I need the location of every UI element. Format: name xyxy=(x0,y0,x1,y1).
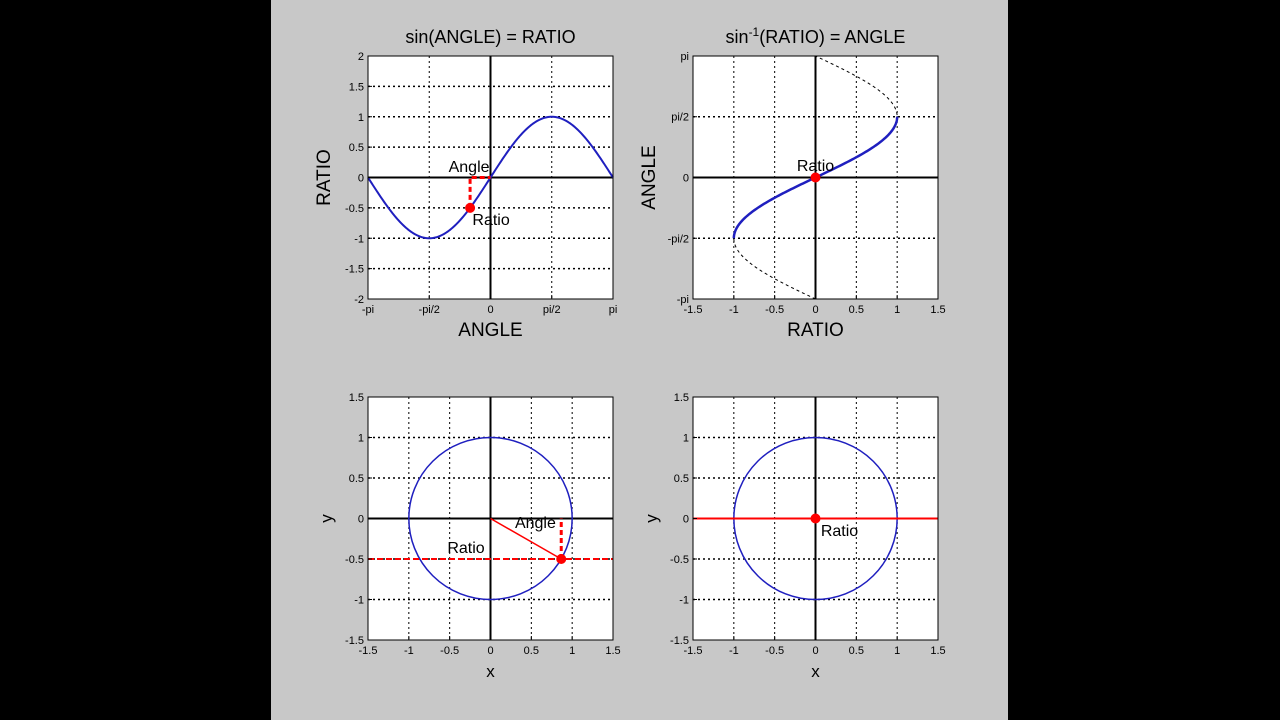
x-tick-label: -1.5 xyxy=(684,645,703,657)
y-axis-label: RATIO xyxy=(314,149,335,206)
subplot-3: Angle Ratio -1.5 -1 -0.5 0 0.5 1 1.5 -1.5 -1 -0.5 0 0… xyxy=(317,392,621,681)
y-axis-label: ANGLE xyxy=(639,145,660,209)
y-tick-label: 0.5 xyxy=(349,473,364,485)
y-tick-label: -1.5 xyxy=(345,635,364,647)
y-tick-label: 0 xyxy=(358,514,364,526)
x-tick-label: 1 xyxy=(894,304,900,316)
y-tick-label: pi/2 xyxy=(671,112,689,124)
x-axis-label: x xyxy=(811,662,820,681)
x-tick-label: -0.5 xyxy=(765,304,784,316)
x-tick-label: 1 xyxy=(569,645,575,657)
x-tick-label: -1 xyxy=(404,645,414,657)
radius-line xyxy=(490,517,562,560)
angle-indicator-dashed xyxy=(468,176,491,208)
y-tick-label: -1 xyxy=(679,595,689,607)
y-tick-label: 0 xyxy=(683,173,689,185)
annotation-angle: Angle xyxy=(515,515,556,532)
x-tick-label: 1 xyxy=(894,645,900,657)
subplot-2: Ratio -1.5 -1 -0.5 0 0.5 1 1.5 -pi -pi/2 0 pi/2 pi RA… xyxy=(639,25,946,341)
x-tick-label: 0.5 xyxy=(849,645,864,657)
y-tick-label: pi xyxy=(680,51,689,63)
x-tick-label: 0.5 xyxy=(524,645,539,657)
y-tick-label: 1.5 xyxy=(674,392,689,404)
x-tick-label: 0 xyxy=(487,645,493,657)
y-tick-label: -pi xyxy=(677,294,689,306)
y-tick-label: 0 xyxy=(683,514,689,526)
annotation-ratio: Ratio xyxy=(797,158,834,175)
annotation-ratio: Ratio xyxy=(821,523,858,540)
x-tick-label: 0 xyxy=(812,645,818,657)
annotation-angle: Angle xyxy=(449,159,490,176)
x-tick-label: 0 xyxy=(812,304,818,316)
x-tick-label: 1.5 xyxy=(605,645,620,657)
x-tick-label: -1.5 xyxy=(684,304,703,316)
annotation-ratio: Ratio xyxy=(472,212,509,229)
y-axis-label: y xyxy=(317,514,336,523)
y-tick-label: 1 xyxy=(683,433,689,445)
y-tick-label: 2 xyxy=(358,51,364,63)
annotation-ratio: Ratio xyxy=(447,540,484,557)
subplot-4: Ratio -1.5 -1 -0.5 0 0.5 1 1.5 -1.5 -1 -0.5 0 0.5 1 1.… xyxy=(642,392,946,681)
x-tick-label: pi xyxy=(609,304,618,316)
x-tick-label: -0.5 xyxy=(440,645,459,657)
x-tick-label: -pi/2 xyxy=(419,304,440,316)
ratio-point-marker xyxy=(556,554,567,564)
x-tick-label: -1 xyxy=(729,304,739,316)
unit-circle xyxy=(408,436,573,601)
x-tick-label: -0.5 xyxy=(765,645,784,657)
y-tick-label: 0.5 xyxy=(349,142,364,154)
y-tick-label: -0.5 xyxy=(345,203,364,215)
x-tick-label: -1 xyxy=(729,645,739,657)
x-tick-label: 1.5 xyxy=(930,645,945,657)
ratio-point-marker xyxy=(465,202,476,213)
x-tick-label: 0 xyxy=(487,304,493,316)
y-tick-label: -1 xyxy=(354,233,364,245)
y-tick-label: 0.5 xyxy=(674,473,689,485)
y-tick-label: -2 xyxy=(354,294,364,306)
y-tick-label: 0 xyxy=(358,173,364,185)
subplot-1: Angle Ratio -pi -pi/2 0 pi/2 pi -2 -1.5 -1 -0.5 0 0.… xyxy=(314,27,617,341)
chart-title: sin(ANGLE) = RATIO xyxy=(405,27,575,47)
y-tick-label: -pi/2 xyxy=(668,233,689,245)
x-tick-label: 0.5 xyxy=(849,304,864,316)
y-tick-label: -1.5 xyxy=(345,264,364,276)
y-axis-label: y xyxy=(642,514,661,523)
x-tick-label: pi/2 xyxy=(543,304,561,316)
y-tick-label: -0.5 xyxy=(345,554,364,566)
x-tick-label: 1.5 xyxy=(930,304,945,316)
ratio-point-marker xyxy=(810,172,821,183)
y-tick-label: 1.5 xyxy=(349,81,364,93)
x-tick-label: -1.5 xyxy=(359,645,378,657)
ratio-point-marker xyxy=(810,513,821,524)
x-axis-label: ANGLE xyxy=(458,320,522,341)
x-tick-label: -pi xyxy=(362,304,374,316)
figure-svg: Angle Ratio -pi -pi/2 0 pi/2 pi -2 -1.5 -1 -0.5 0 0.… xyxy=(314,25,946,681)
x-axis-label: x xyxy=(486,662,495,681)
y-tick-label: -1.5 xyxy=(670,635,689,647)
y-tick-label: 1.5 xyxy=(349,392,364,404)
y-tick-label: -1 xyxy=(354,595,364,607)
figure-panel: Angle Ratio -pi -pi/2 0 pi/2 pi -2 -1.5 -1 -0.5 0 0.… xyxy=(271,0,1008,720)
y-tick-label: -0.5 xyxy=(670,554,689,566)
x-axis-label: RATIO xyxy=(787,320,844,341)
y-tick-label: 1 xyxy=(358,112,364,124)
y-tick-label: 1 xyxy=(358,433,364,445)
chart-title: sin-1(RATIO) = ANGLE xyxy=(726,25,906,47)
